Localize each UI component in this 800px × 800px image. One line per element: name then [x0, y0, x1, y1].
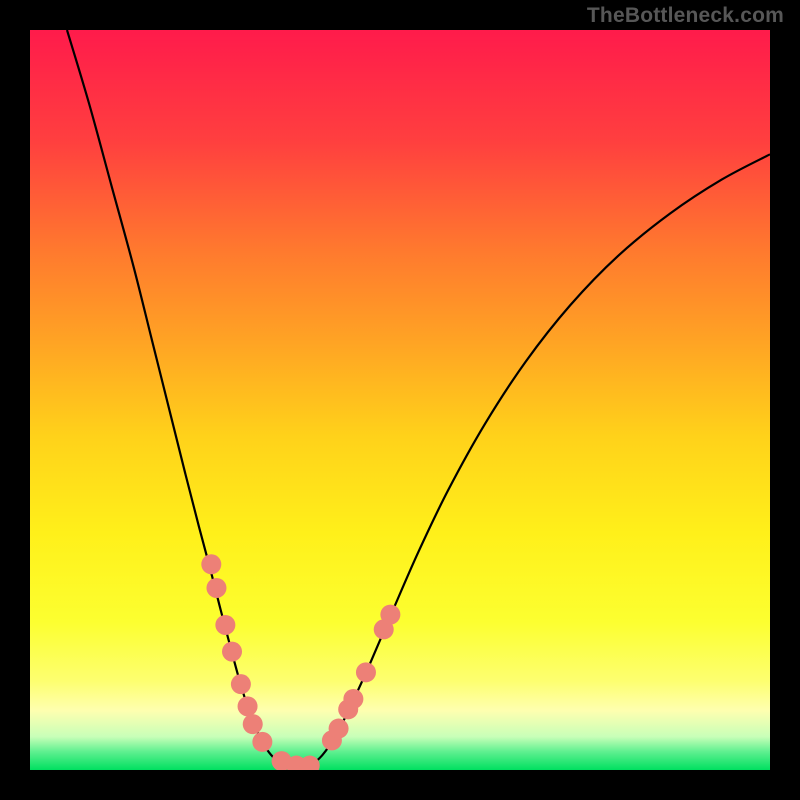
data-marker: [356, 662, 376, 682]
data-marker: [329, 719, 349, 739]
watermark-text: TheBottleneck.com: [587, 4, 784, 28]
data-marker: [238, 696, 258, 716]
chart-frame: TheBottleneck.com: [0, 0, 800, 800]
curve-left: [67, 30, 296, 769]
data-marker: [215, 615, 235, 635]
data-marker: [343, 689, 363, 709]
data-marker: [300, 756, 320, 770]
bottleneck-curve: [30, 30, 770, 770]
data-marker: [380, 605, 400, 625]
plot-area: [30, 30, 770, 770]
data-marker: [201, 554, 221, 574]
data-marker: [222, 642, 242, 662]
data-marker: [231, 674, 251, 694]
data-marker: [252, 732, 272, 752]
data-marker: [206, 578, 226, 598]
data-marker: [243, 714, 263, 734]
